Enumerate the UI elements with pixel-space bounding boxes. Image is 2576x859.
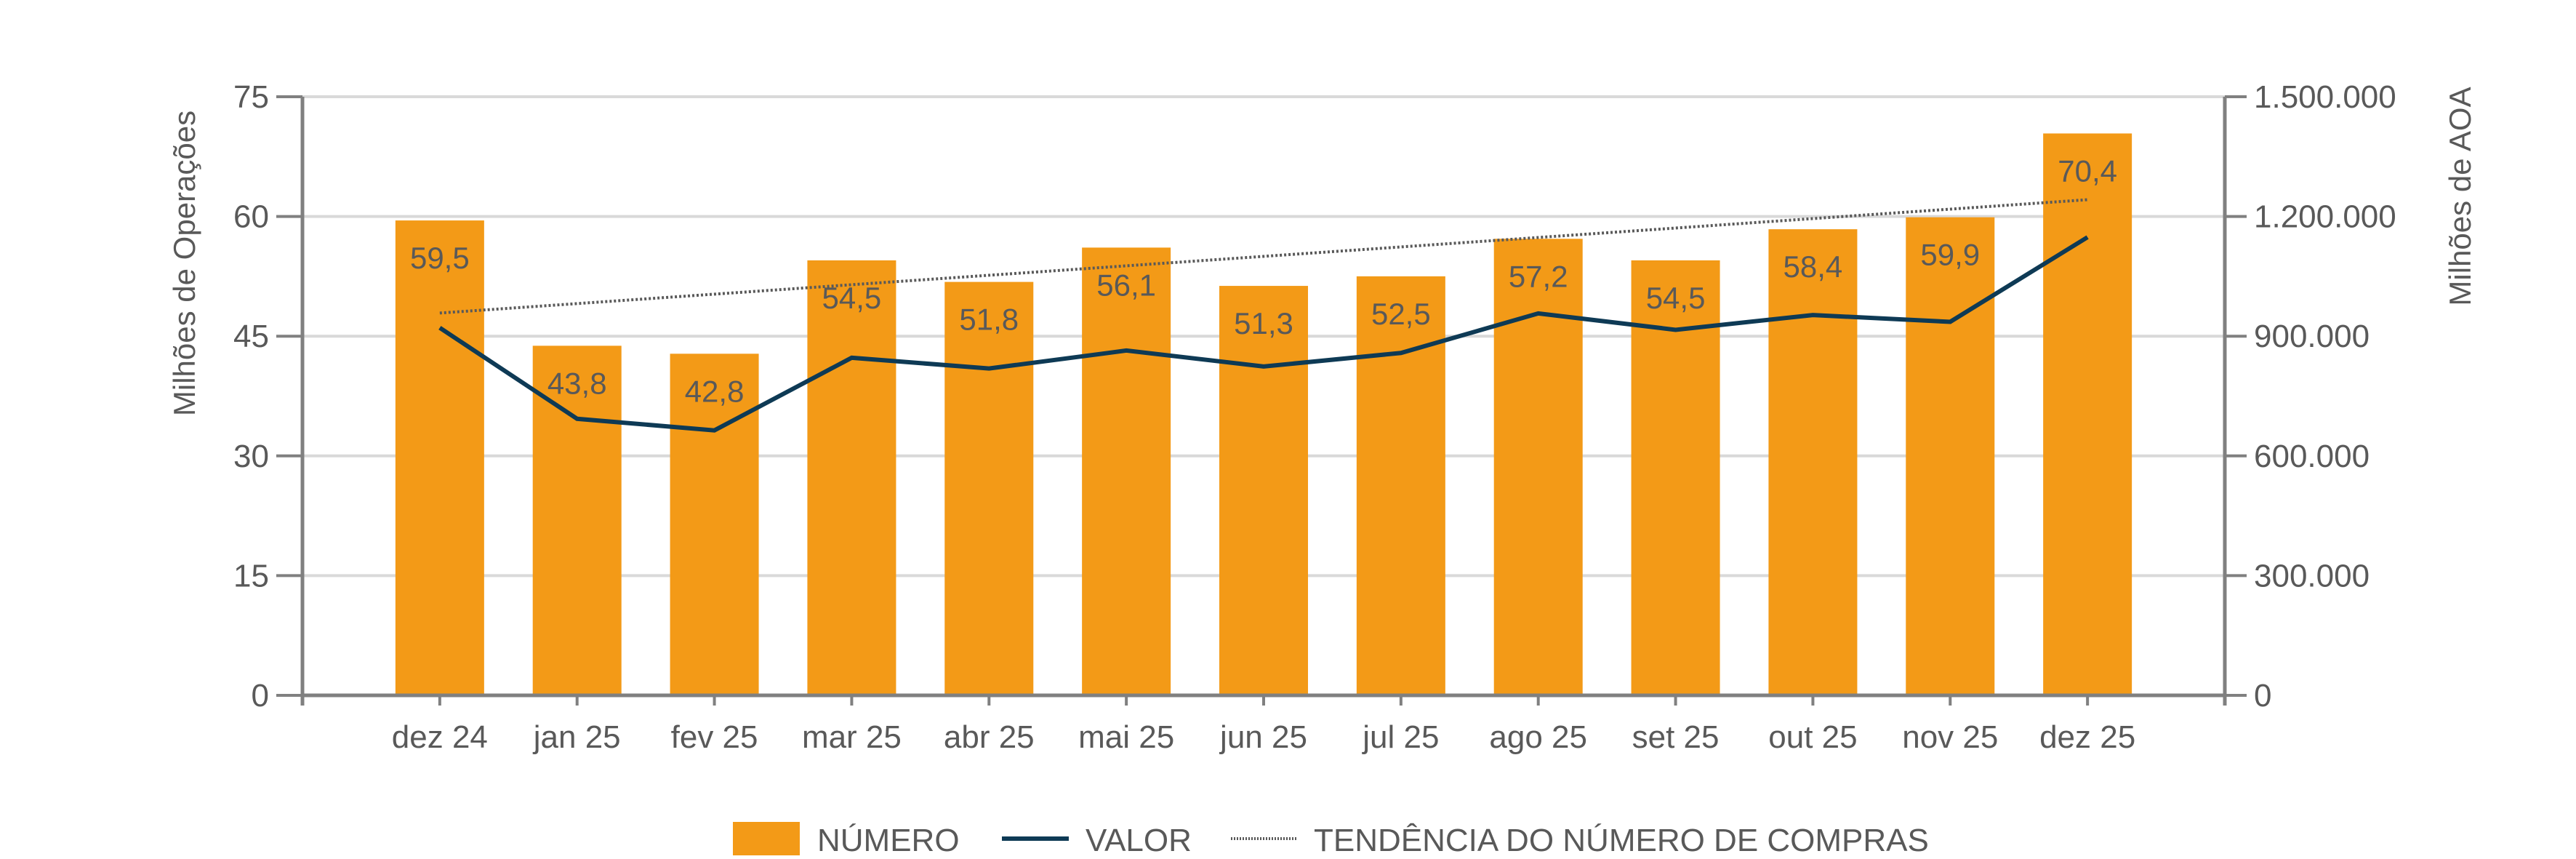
bar — [807, 260, 896, 695]
bar-value-label: 59,9 — [1920, 238, 1980, 272]
bar — [2043, 133, 2132, 695]
bar-series-numero — [395, 133, 2132, 696]
x-tick-label: out 25 — [1768, 719, 1857, 755]
bar-value-label: 59,5 — [410, 241, 470, 275]
legend-label-numero: NÚMERO — [817, 823, 960, 858]
legend-label-tendencia: TENDÊNCIA DO NÚMERO DE COMPRAS — [1314, 823, 1929, 858]
trendline — [439, 198, 2088, 315]
axes — [276, 95, 2247, 706]
x-tick-label: nov 25 — [1902, 719, 1998, 755]
bar — [1493, 239, 1583, 696]
bar — [1768, 229, 1858, 695]
bar-value-label: 43,8 — [547, 366, 607, 400]
y-tick-label: 0 — [252, 678, 269, 714]
x-tick-label: fev 25 — [671, 719, 758, 755]
bar — [532, 345, 622, 695]
x-axis-tick-labels: dez 24 jan 25 fev 25 mar 25 abr 25 mai 25 jun … — [392, 719, 2135, 755]
left-axis-tick-labels: 0 15 30 45 60 75 — [233, 79, 269, 714]
x-tick-label: set 25 — [1632, 719, 1720, 755]
y-tick-label: 15 — [233, 558, 269, 594]
bar — [395, 220, 484, 695]
bar-value-label: 51,3 — [1234, 306, 1293, 340]
legend: NÚMERO VALOR TENDÊNCIA DO NÚMERO DE COMP… — [733, 822, 1929, 858]
bar-value-label: 56,1 — [1096, 268, 1156, 302]
y2-tick-label: 1.500.000 — [2254, 79, 2396, 115]
right-axis-title: Milhões de AOA — [2443, 87, 2477, 305]
bar-value-label: 70,4 — [2058, 153, 2117, 188]
bar-value-label: 54,5 — [1646, 281, 1706, 315]
legend-label-valor: VALOR — [1086, 823, 1192, 858]
x-tick-label: mai 25 — [1078, 719, 1174, 755]
y2-tick-label: 1.200.000 — [2254, 199, 2396, 235]
y-tick-label: 75 — [233, 79, 269, 115]
bar-data-labels: 59,5 43,8 42,8 54,5 51,8 56,1 51,3 52,5 57,2 54,5… — [410, 153, 2117, 408]
y-tick-label: 45 — [233, 319, 269, 354]
x-tick-label: dez 24 — [392, 719, 488, 755]
trendline-series — [439, 198, 2088, 315]
bar — [944, 281, 1034, 696]
bar — [1631, 260, 1720, 695]
bar — [1356, 276, 1445, 695]
x-tick-label: ago 25 — [1489, 719, 1587, 755]
y2-tick-label: 900.000 — [2254, 319, 2370, 354]
bar-value-label: 51,8 — [959, 303, 1019, 337]
x-tick-label: jul 25 — [1361, 719, 1439, 755]
x-tick-label: dez 25 — [2039, 719, 2135, 755]
x-tick-label: mar 25 — [802, 719, 902, 755]
legend-item-tendencia: TENDÊNCIA DO NÚMERO DE COMPRAS — [1231, 823, 1929, 858]
y-tick-label: 30 — [233, 439, 269, 474]
legend-item-valor: VALOR — [1002, 823, 1192, 858]
bar-value-label: 52,5 — [1371, 297, 1431, 331]
valor-line — [438, 235, 2089, 433]
legend-item-numero: NÚMERO — [733, 822, 960, 858]
bar — [1219, 286, 1308, 695]
line-series-valor — [438, 235, 2089, 433]
bar-swatch-icon — [733, 822, 800, 855]
bar-value-label: 58,4 — [1783, 249, 1843, 284]
bar — [1906, 217, 1995, 695]
y-tick-label: 60 — [233, 199, 269, 235]
bar — [1082, 247, 1171, 695]
right-axis-tick-labels: 0 300.000 600.000 900.000 1.200.000 1.500.000 — [2254, 79, 2396, 714]
bar-value-label: 54,5 — [822, 281, 882, 315]
left-axis-title: Milhões de Operações — [167, 111, 201, 416]
bar-value-label: 57,2 — [1509, 259, 1568, 293]
y2-tick-label: 0 — [2254, 678, 2271, 714]
x-tick-label: jan 25 — [532, 719, 621, 755]
bar-value-label: 42,8 — [685, 374, 745, 408]
bar — [670, 353, 759, 695]
y2-tick-label: 300.000 — [2254, 558, 2370, 594]
x-tick-label: abr 25 — [944, 719, 1035, 755]
x-tick-label: jun 25 — [1219, 719, 1307, 755]
y2-tick-label: 600.000 — [2254, 439, 2370, 474]
